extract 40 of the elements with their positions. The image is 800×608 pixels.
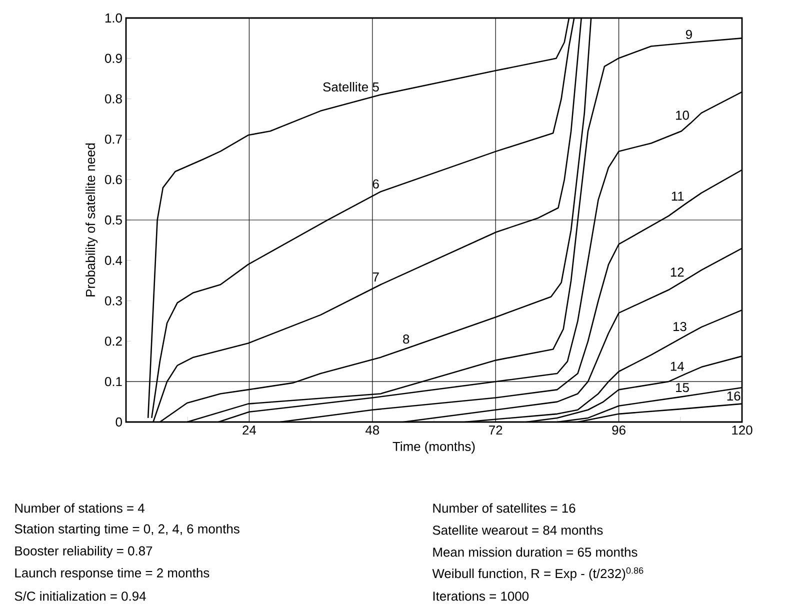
annotation: 12 xyxy=(670,268,684,277)
text: Booster reliability = 0.87 xyxy=(15,546,152,558)
x-axis-title: Time (months) xyxy=(392,442,475,454)
y-tick-label: 0.3 xyxy=(104,296,122,306)
annotation: 8 xyxy=(403,334,410,344)
y-tick-label: 0.5 xyxy=(104,215,122,225)
text: Satellite wearout = 84 months xyxy=(432,525,603,535)
text: Launch response time = 2 months xyxy=(15,568,210,580)
x-tick-label: 120 xyxy=(732,426,752,435)
y-tick-label: 0.1 xyxy=(104,377,122,386)
y-tick-label: 1.0 xyxy=(105,13,122,23)
annotation: 15 xyxy=(676,383,689,392)
y-tick-label: 0 xyxy=(116,417,122,427)
annotation: 9 xyxy=(686,30,692,40)
text: Number of satellites = 16 xyxy=(433,503,576,513)
text: Weibull function, R = Exp - (t/232)$^{0.86}$ xyxy=(432,567,644,581)
y-tick-label: 0.4 xyxy=(104,256,122,265)
annotation: Satellite 5 xyxy=(323,82,379,92)
x-tick-label: 48 xyxy=(366,426,380,435)
text: Number of stations = 4 xyxy=(15,503,144,513)
annotation: 13 xyxy=(673,322,686,332)
y-tick-label: 0.6 xyxy=(104,175,122,184)
y-tick-label: 0.8 xyxy=(104,94,122,104)
y-tick-label: 0.2 xyxy=(104,336,122,346)
annotation: 16 xyxy=(727,391,740,401)
annotation: 10 xyxy=(676,110,689,120)
annotation: 6 xyxy=(372,179,379,189)
text: S/C initialization = 0.94 xyxy=(14,591,146,601)
annotation: 14 xyxy=(670,362,684,371)
y-tick-label: 0.7 xyxy=(104,134,122,144)
y-axis-title: Probability of satellite need xyxy=(86,143,98,296)
text: Iterations = 1000 xyxy=(433,591,529,601)
x-tick-label: 24 xyxy=(242,426,256,435)
text: Station starting time = 0, 2, 4, 6 months xyxy=(14,524,240,536)
text: Mean mission duration = 65 months xyxy=(433,547,638,557)
annotation: 11 xyxy=(672,192,684,201)
x-tick-label: 96 xyxy=(612,426,626,435)
y-tick-label: 0.9 xyxy=(104,54,122,63)
x-tick-label: 72 xyxy=(489,426,502,435)
annotation: 7 xyxy=(372,272,379,282)
